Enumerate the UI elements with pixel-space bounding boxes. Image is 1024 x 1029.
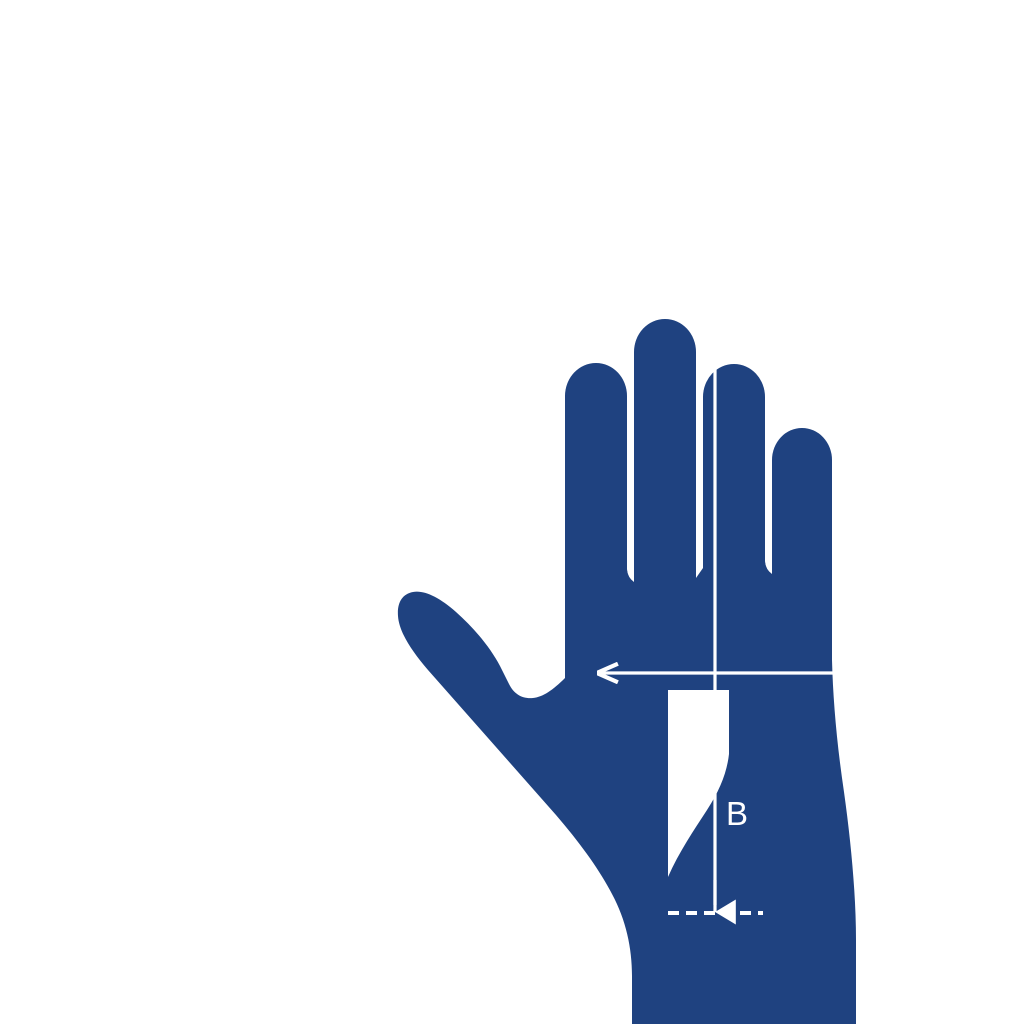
measurement-arrows: [600, 322, 905, 925]
header-finger-inches: inches: [818, 79, 980, 107]
header-palm-measurement: Palm Measurement (A): [395, 52, 692, 80]
table-row: Large 9 9.0 to 9.5 3.54" – 3.74" 19.5/20 7.68…: [48, 214, 980, 242]
diagram-label-a: A: [841, 680, 864, 717]
cell-palm-inches: 3.35" – 3.54": [531, 187, 692, 215]
cell-palm-inches: 3.74" – 3.94": [531, 241, 692, 269]
instruction-a: A Measure at the widest point of the pal…: [277, 320, 584, 391]
cell-palm-inches: 3.94" – 4.13": [531, 268, 692, 296]
table-row: Medium 8 8.5 to 9 3.35" – 3.54" 18.5/19 7.28"…: [48, 187, 980, 215]
cell-glove-size: 11: [224, 268, 397, 296]
cell-glove-size: 6: [224, 133, 397, 161]
header-standard-glove-size: Standard Glove Size: [224, 52, 397, 107]
instruction-a-text: Measure at the widest point of the palm: [319, 333, 535, 389]
cell-palm-cm: 10 to 10.5: [396, 268, 533, 296]
cell-palm-inches: 3.15" – 3.35": [531, 160, 692, 188]
table-unit-header-row: centimetres inches centimetres inches: [48, 79, 980, 107]
table-row: Extra-Large 10 9.5 to 10 3.74" – 3.94" 20.5/…: [48, 241, 980, 269]
cell-finger-inches: 7.28" – 7.48": [818, 187, 980, 215]
cell-glove-size: 9: [224, 214, 397, 242]
cell-finger-cm: 16.5/17: [690, 133, 820, 161]
instruction-a-letter: A: [277, 320, 309, 373]
cell-size-name: XX-Large: [48, 268, 225, 296]
header-blank: [48, 52, 225, 80]
cell-size-name: Extra-Small: [48, 133, 225, 161]
cell-finger-inches: 6.50" – 6.69": [818, 133, 980, 161]
cell-size-name: Medium: [48, 187, 225, 215]
header-finger-measurement: Finger Measurement (B): [690, 52, 980, 80]
cell-palm-cm: 9.0 to 9.5: [396, 214, 533, 242]
cell-finger-cm: 20.5/21: [690, 241, 820, 269]
cell-glove-size: 5: [224, 106, 397, 134]
cell-finger-cm: 17.5/18: [690, 160, 820, 188]
cell-size-name: XX-Small: [48, 106, 225, 134]
cell-finger-cm: 19.5/20: [690, 214, 820, 242]
header-blank-2: [48, 79, 225, 107]
diagram-label-b: B: [726, 795, 749, 832]
instruction-b-letter: B: [277, 463, 309, 516]
cell-palm-cm: 8.5 to 9: [396, 187, 533, 215]
cell-size-name: Extra-Large: [48, 241, 225, 269]
header-palm-inches: inches: [531, 79, 692, 107]
cell-glove-size: 7: [224, 160, 397, 188]
cell-glove-size: 10: [224, 241, 397, 269]
headline-how-to-measure: HOW TO MEASURE FOR THE PERFECT FIT: [42, 607, 477, 954]
table-row: XX-Large 11 10 to 10.5 3.94" – 4.13" 21.5/22…: [48, 268, 980, 296]
cell-palm-inches: 2.75" – 2.95": [531, 106, 692, 134]
cell-palm-inches: 2.95" – 3.15": [531, 133, 692, 161]
cell-palm-cm: 7 to 7.5: [396, 106, 533, 134]
table-row: Extra-Small 6 7.5 to 8.0 2.95" – 3.15" 16.5/…: [48, 133, 980, 161]
table-row: XX-Small 5 7 to 7.5 2.75" – 2.95" 15.5/16 6.1…: [48, 106, 980, 134]
cell-finger-inches: 8.46" – 8.66": [818, 268, 980, 296]
cell-finger-inches: 7.68" – 7.87": [818, 214, 980, 242]
cell-palm-inches: 3.54" – 3.74": [531, 214, 692, 242]
header-palm-centimetres: centimetres: [396, 79, 533, 107]
table-group-header-row: Standard Glove Size Palm Measurement (A)…: [48, 52, 980, 107]
cell-glove-size: 8: [224, 187, 397, 215]
glove-size-table: Standard Glove Size Palm Measurement (A)…: [48, 52, 980, 296]
table-body: XX-Small 5 7 to 7.5 2.75" – 2.95" 15.5/16 6.1…: [48, 106, 980, 296]
cell-size-name: Small: [48, 160, 225, 188]
cell-palm-cm: 8.0 to 8.5: [396, 160, 533, 188]
cell-finger-inches: 6.89 – 7.09": [818, 160, 980, 188]
cell-finger-cm: 21.5/22: [690, 268, 820, 296]
cell-palm-cm: 9.5 to 10: [396, 241, 533, 269]
cell-finger-cm: 18.5/19: [690, 187, 820, 215]
header-finger-centimetres: centimetres: [690, 79, 820, 107]
cell-size-name: Large: [48, 214, 225, 242]
cell-palm-cm: 7.5 to 8.0: [396, 133, 533, 161]
table-row: Small 7 8.0 to 8.5 3.15" – 3.35" 17.5/18 6.89…: [48, 160, 980, 188]
cell-finger-inches: 6.10" – 6.30": [818, 106, 980, 134]
cell-finger-inches: 8.07" – 8.27": [818, 241, 980, 269]
instruction-b-text: Measure from tip of middle finger to cre…: [319, 476, 580, 532]
instruction-b: B Measure from tip of middle finger to c…: [277, 463, 584, 534]
cell-finger-cm: 15.5/16: [690, 106, 820, 134]
